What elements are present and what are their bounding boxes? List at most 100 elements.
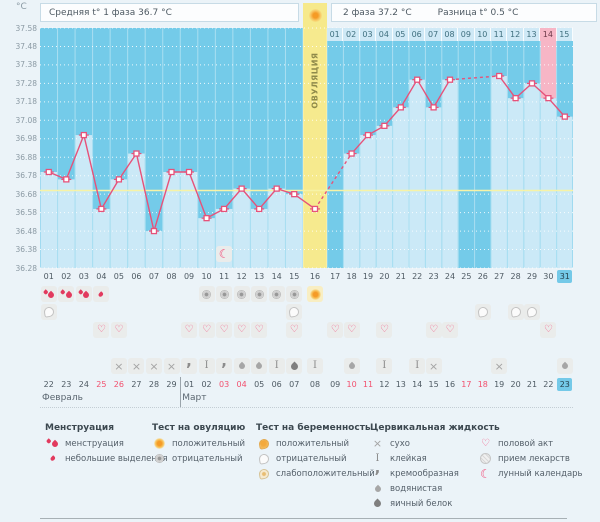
day-column-fill-1[interactable] (40, 172, 58, 268)
day-column-fill-8[interactable] (163, 172, 180, 268)
intercourse-icon[interactable] (425, 322, 442, 338)
cycle-day-09[interactable]: 09 (183, 272, 195, 281)
date-29[interactable]: 29 (166, 380, 177, 389)
temp-marker-day-27[interactable] (496, 72, 503, 80)
ovulation-test-negative-icon[interactable] (216, 286, 233, 302)
day-column-fill-23[interactable] (425, 107, 442, 268)
day-column-fill-12[interactable] (233, 188, 250, 268)
temp-marker-day-8[interactable] (168, 168, 175, 176)
day-column-fill-30[interactable] (540, 98, 557, 269)
lunar-calendar-icon[interactable] (216, 246, 233, 262)
cervical-sticky-icon[interactable] (268, 358, 285, 374)
date-26[interactable]: 26 (113, 380, 124, 389)
day-column-fill-13[interactable] (250, 208, 268, 268)
temp-marker-day-16[interactable] (311, 205, 319, 213)
cervical-sticky-icon[interactable] (409, 358, 426, 374)
cervical-watery-icon[interactable] (251, 358, 268, 374)
date-08[interactable]: 08 (309, 380, 321, 389)
temp-marker-day-3[interactable] (80, 131, 87, 139)
temp-marker-day-12[interactable] (238, 185, 245, 192)
temp-marker-day-2[interactable] (63, 176, 70, 183)
date-09[interactable]: 09 (330, 380, 341, 389)
date-07[interactable]: 07 (289, 380, 300, 389)
intercourse-icon[interactable] (93, 322, 110, 338)
date-22[interactable]: 22 (43, 380, 54, 389)
day-column-fill-27[interactable] (491, 76, 507, 268)
date-19[interactable]: 19 (494, 380, 505, 389)
cycle-day-18[interactable]: 18 (346, 272, 357, 281)
cycle-day-29[interactable]: 29 (526, 272, 538, 281)
cycle-day-30[interactable]: 30 (543, 272, 554, 281)
day-column-fill-5[interactable] (110, 179, 128, 268)
pregnancy-test-negative-icon[interactable] (40, 304, 57, 320)
day-column-fill-2[interactable] (58, 179, 75, 268)
cycle-day-07[interactable]: 07 (148, 272, 160, 281)
cycle-day-05[interactable]: 05 (113, 272, 124, 281)
cycle-day-16[interactable]: 16 (309, 272, 321, 281)
cervical-watery-icon[interactable] (343, 358, 360, 374)
temp-marker-day-30[interactable] (545, 95, 552, 102)
day-column-fill-22[interactable] (409, 79, 425, 268)
intercourse-icon[interactable] (540, 322, 557, 338)
temp-marker-day-22[interactable] (414, 76, 421, 83)
cycle-day-21[interactable]: 21 (395, 272, 406, 281)
cycle-day-31[interactable]: 31 (557, 270, 573, 283)
menstruation-icon[interactable] (75, 286, 92, 302)
cycle-day-20[interactable]: 20 (379, 272, 390, 281)
intercourse-icon[interactable] (376, 322, 393, 338)
ovulation-test-negative-icon[interactable] (233, 286, 250, 302)
pregnancy-test-negative-icon[interactable] (524, 304, 540, 320)
menstruation-icon[interactable] (40, 286, 57, 302)
cycle-day-11[interactable]: 11 (219, 272, 230, 281)
ovulation-test-negative-icon[interactable] (251, 286, 268, 302)
day-column-fill-28[interactable] (507, 98, 524, 269)
day-column-fill-6[interactable] (128, 153, 145, 268)
cycle-day-01[interactable]: 01 (43, 272, 54, 281)
cycle-day-12[interactable]: 12 (236, 272, 247, 281)
ovulation-test-negative-icon[interactable] (268, 286, 285, 302)
date-28[interactable]: 28 (148, 380, 160, 389)
day-column-fill-7[interactable] (145, 231, 163, 268)
cycle-day-27[interactable]: 27 (494, 272, 505, 281)
temp-marker-day-9[interactable] (185, 168, 193, 176)
temp-marker-day-24[interactable] (446, 76, 454, 83)
date-06[interactable]: 06 (271, 380, 282, 389)
cervical-creamy-icon[interactable] (216, 358, 233, 374)
intercourse-icon[interactable] (286, 322, 303, 338)
intercourse-icon[interactable] (198, 322, 215, 338)
cycle-day-02[interactable]: 02 (61, 272, 72, 281)
cycle-day-10[interactable]: 10 (201, 272, 212, 281)
day-column-fill-20[interactable] (376, 125, 393, 268)
date-23[interactable]: 23 (61, 380, 72, 389)
cycle-day-26[interactable]: 26 (477, 272, 488, 281)
pregnancy-test-negative-icon[interactable] (286, 304, 303, 320)
cycle-day-22[interactable]: 22 (412, 272, 423, 281)
temp-marker-day-18[interactable] (348, 150, 355, 157)
date-14[interactable]: 14 (412, 380, 423, 389)
date-05[interactable]: 05 (254, 380, 265, 389)
cycle-day-08[interactable]: 08 (166, 272, 177, 281)
intercourse-icon[interactable] (327, 322, 344, 338)
temp-marker-day-11[interactable] (220, 205, 228, 213)
date-13[interactable]: 13 (395, 380, 406, 389)
temp-marker-day-1[interactable] (45, 168, 52, 176)
intercourse-icon[interactable] (233, 322, 250, 338)
temp-marker-day-20[interactable] (381, 122, 388, 129)
date-22[interactable]: 22 (543, 380, 554, 389)
temp-marker-day-23[interactable] (430, 104, 437, 111)
day-column-fill-24[interactable] (442, 79, 458, 268)
cervical-dry-icon[interactable] (128, 358, 145, 374)
temp-marker-day-15[interactable] (291, 191, 298, 198)
date-25[interactable]: 25 (96, 380, 107, 389)
cervical-dry-icon[interactable] (110, 358, 127, 374)
day-column-fill-15[interactable] (285, 194, 303, 268)
cervical-eggwhite-icon[interactable] (286, 358, 303, 374)
temp-marker-day-14[interactable] (273, 185, 280, 192)
cycle-day-03[interactable]: 03 (78, 272, 89, 281)
cervical-creamy-icon[interactable] (181, 358, 198, 374)
intercourse-icon[interactable] (442, 322, 458, 338)
date-24[interactable]: 24 (78, 380, 89, 389)
day-column-fill-3[interactable] (75, 135, 93, 268)
pregnancy-test-negative-icon[interactable] (507, 304, 524, 320)
day-column-fill-31[interactable] (557, 116, 573, 268)
